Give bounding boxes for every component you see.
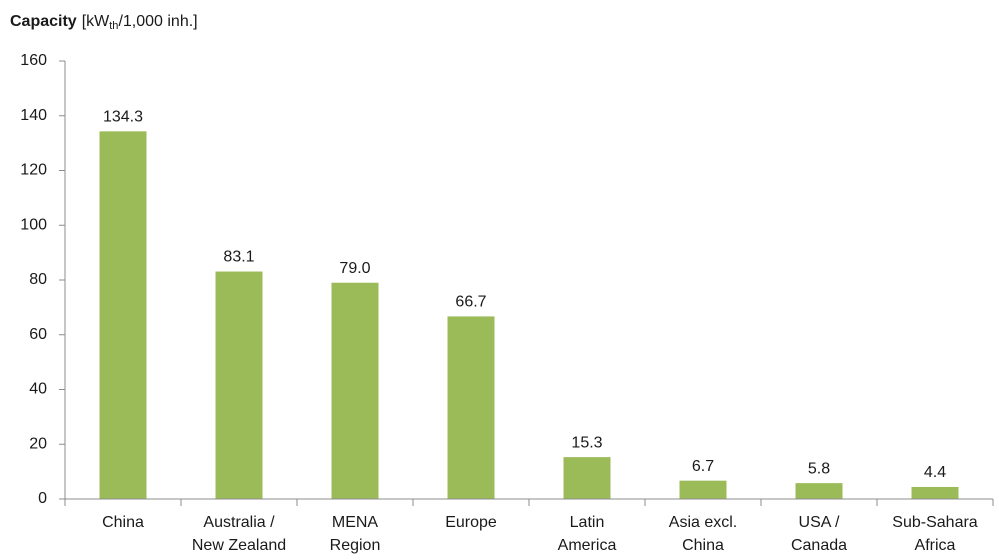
y-tick-label: 120 (20, 162, 47, 179)
unit-subscript: th (109, 20, 118, 32)
x-tick-label: Latin (570, 514, 605, 531)
x-tick-label: MENA (332, 514, 379, 531)
bar (795, 483, 843, 499)
bar (911, 486, 959, 499)
x-tick-label: China (682, 537, 724, 554)
bar (99, 131, 147, 499)
y-tick-label: 0 (38, 490, 47, 507)
y-tick-label: 80 (29, 271, 47, 288)
x-tick-label: Region (330, 537, 381, 554)
x-tick-label: China (102, 514, 144, 531)
value-label: 134.3 (103, 109, 143, 126)
unit: /1,000 inh.] (118, 13, 197, 30)
x-tick-label: America (558, 537, 617, 554)
value-label: 15.3 (571, 434, 602, 451)
bar (563, 457, 611, 499)
value-label: 6.7 (692, 458, 714, 475)
bar (215, 271, 263, 499)
value-label: 83.1 (223, 249, 254, 266)
axis-title: Capacity [kWth/1,000 inh.] (10, 13, 198, 32)
title: Capacity (10, 13, 77, 30)
unit: [kW (82, 13, 110, 30)
x-tick-label: Canada (791, 537, 847, 554)
x-tick-label: Asia excl. (669, 514, 737, 531)
value-label: 79.0 (339, 260, 370, 277)
value-label: 5.8 (808, 460, 830, 477)
x-tick-label: Sub-Sahara (892, 514, 977, 531)
bar (331, 282, 379, 499)
y-tick-label: 20 (29, 435, 47, 452)
x-tick-label: New Zealand (192, 537, 286, 554)
y-tick-label: 160 (20, 52, 47, 69)
y-tick-label: 60 (29, 326, 47, 343)
y-tick-label: 100 (20, 216, 47, 233)
x-tick-label: Europe (445, 514, 497, 531)
y-tick-label: 140 (20, 107, 47, 124)
value-label: 4.4 (924, 464, 946, 481)
y-tick-label: 40 (29, 381, 47, 398)
value-label: 66.7 (455, 294, 486, 311)
bar (447, 316, 495, 499)
bar (679, 480, 727, 499)
x-tick-label: Australia / (203, 514, 275, 531)
x-tick-label: Africa (915, 537, 956, 554)
x-tick-label: USA / (799, 514, 840, 531)
